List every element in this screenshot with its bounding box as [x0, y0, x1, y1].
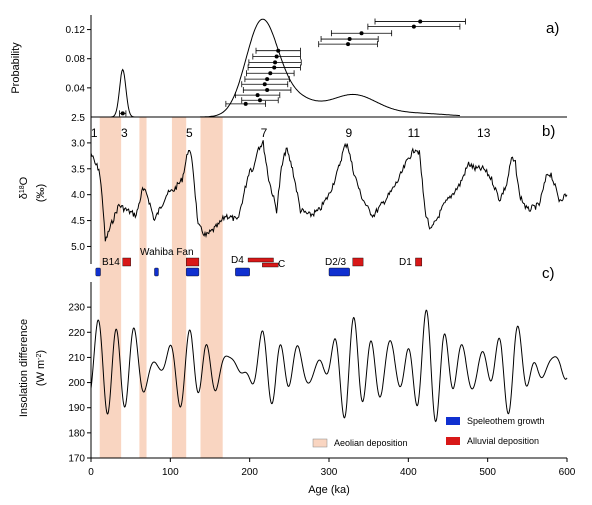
stage-label-1: 1 [91, 126, 98, 140]
aeolian-shading-layer [99, 117, 223, 458]
x-tick-label-4: 400 [400, 467, 417, 478]
legend-alluvial-label: Alluvial deposition [467, 436, 539, 446]
panel-b-tick-label-1: 3.0 [71, 138, 85, 149]
d18o-curve [90, 140, 568, 242]
legend-aeolian-swatch [312, 438, 328, 448]
stage-label-5: 5 [186, 126, 193, 140]
x-tick-label-5: 500 [479, 467, 496, 478]
panel-c-tick-label-2: 190 [68, 403, 85, 414]
stage-label-7: 7 [261, 126, 268, 140]
panel-a-tick-label-2-5: 2.5 [71, 113, 85, 124]
x-tick-label-2: 200 [241, 467, 258, 478]
dated-point-2 [257, 98, 262, 103]
panel-a-ylabel: Probability [10, 42, 22, 94]
dated-point-13 [347, 37, 352, 42]
annotation-b14: B14 [102, 257, 120, 268]
panel-b-tick-label-2: 3.5 [71, 164, 85, 175]
speleothem-bar-3 [235, 267, 250, 277]
x-tick-label-6: 600 [559, 467, 576, 478]
aeolian-band-0 [99, 117, 122, 458]
speleothem-bar-4 [328, 267, 350, 277]
panel-c-ylabel: Insolation difference [18, 319, 30, 417]
dated-point-14 [359, 31, 364, 36]
alluvial-bar-3 [262, 262, 279, 268]
panel-b-ylabel-units: (‰) [35, 184, 47, 202]
panel-c-label: c) [542, 265, 555, 282]
panel-a-tick-label-1: 0.08 [66, 54, 86, 65]
dated-point-0 [120, 111, 125, 116]
panel-b-tick-label-5: 5.0 [71, 242, 85, 253]
dated-point-15 [411, 24, 416, 29]
panel-a-y-ticks: 2.5 0.04 0.08 0.12 [66, 25, 91, 124]
dated-point-12 [346, 42, 351, 47]
aeolian-band-3 [200, 117, 223, 458]
panel-c-tick-label-5: 220 [68, 328, 85, 339]
panel-c-tick-label-3: 200 [68, 378, 85, 389]
panel-b-label: b) [542, 123, 555, 140]
annotation-wahiba-fan: Wahiba Fan [140, 247, 194, 258]
stage-label-11: 11 [408, 126, 421, 140]
dated-point-5 [262, 82, 267, 87]
dated-point-9 [273, 60, 278, 65]
panel-a: 2.5 0.04 0.08 0.12 Probability a) [10, 15, 567, 124]
panel-c-tick-label-0: 170 [68, 454, 85, 465]
panel-c-tick-label-6: 230 [68, 303, 85, 314]
speleothem-bar-1 [154, 267, 159, 277]
x-tick-label-1: 100 [162, 467, 179, 478]
panel-b-tick-label-4: 4.5 [71, 216, 85, 227]
alluvial-bar-4 [352, 257, 364, 267]
dated-point-1 [243, 101, 248, 106]
legend-speleothem-swatch [446, 417, 460, 425]
dated-point-7 [268, 71, 273, 76]
alluvial-bar-0 [122, 257, 131, 267]
legend-alluvial-swatch [446, 437, 460, 445]
insolation-curve [90, 309, 568, 423]
dated-point-10 [274, 54, 279, 59]
panel-c-tick-label-4: 210 [68, 353, 85, 364]
x-tick-label-3: 300 [321, 467, 338, 478]
legend-aeolian-label: Aeolian deposition [334, 438, 408, 448]
aeolian-band-1 [139, 117, 147, 458]
alluvial-bar-1 [185, 257, 200, 267]
dated-point-3 [255, 93, 260, 98]
dated-point-11 [276, 48, 281, 53]
annotation-d2-3: D2/3 [325, 257, 347, 268]
dated-points [119, 18, 466, 117]
panel-b-tick-label-3: 4.0 [71, 190, 85, 201]
dated-point-16 [418, 19, 423, 24]
dated-point-8 [272, 65, 277, 70]
x-tick-label-0: 0 [88, 467, 94, 478]
marine-isotope-stages: 1 3 5 7 9 11 13 [91, 126, 491, 140]
panel-c-ylabel-units: (W m-2) [35, 350, 47, 386]
panel-b: 3.03.54.04.55.0 1 3 5 7 9 11 13 δ18O (‰) b) B1… [18, 117, 568, 277]
x-ticks: 0 100 200 300 400 500 600 [88, 458, 576, 478]
panel-a-tick-label-2: 0.12 [66, 25, 86, 36]
panel-a-tick-label-0: 0.04 [66, 83, 86, 94]
probability-curve [110, 18, 460, 118]
speleothem-bar-2 [185, 267, 200, 277]
alluvial-bar-2 [247, 257, 274, 263]
stage-label-13: 13 [477, 126, 491, 140]
annotation-d4: D4 [231, 255, 244, 266]
panel-c-y-ticks: 170 180 190 200 210 220 230 [68, 303, 91, 465]
alluvial-bar-5 [415, 257, 423, 267]
legend: Speleothem growth Alluvial deposition Ae… [312, 416, 545, 448]
stage-label-3: 3 [121, 126, 128, 140]
speleothem-bar-0 [95, 267, 101, 277]
panel-c: 170 180 190 200 210 220 230 0 100 200 300 400 500 60… [18, 265, 576, 496]
panel-b-ylabel: δ18O [18, 176, 30, 199]
panel-c-tick-label-1: 180 [68, 428, 85, 439]
annotation-d1: D1 [399, 257, 412, 268]
panel-a-label: a) [546, 20, 559, 37]
x-axis-label: Age (ka) [308, 484, 350, 496]
dated-point-6 [265, 77, 270, 82]
stage-label-9: 9 [345, 126, 352, 140]
panel-b-y-ticks: 3.0 3.5 4.0 4.5 5.0 [71, 138, 91, 253]
dated-point-4 [265, 88, 270, 93]
annotation-c: C [278, 259, 285, 270]
legend-speleothem-label: Speleothem growth [467, 416, 545, 426]
deposition-bars [95, 257, 423, 277]
aeolian-band-2 [171, 117, 187, 458]
